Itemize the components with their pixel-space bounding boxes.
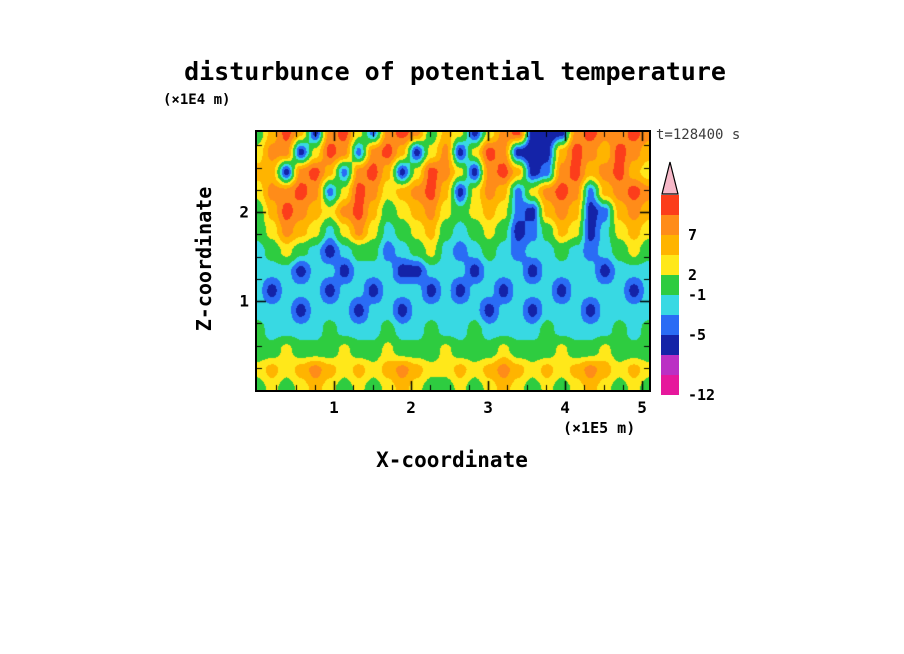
x-axis-unit-label: (×1E5 m) bbox=[563, 419, 636, 437]
colorbar-segment bbox=[661, 335, 679, 355]
colorbar-segment bbox=[661, 375, 679, 395]
y-axis-unit-label: (×1E4 m) bbox=[163, 92, 231, 108]
colorbar-segment bbox=[661, 255, 679, 275]
colorbar-segment bbox=[661, 235, 679, 255]
colorbar-tick-label: 2 bbox=[688, 266, 698, 284]
plot-frame: 1 2 3 4 5 1 2 bbox=[239, 130, 651, 417]
y-axis-label: Z-coordinate bbox=[192, 186, 216, 332]
x-tick-label: 2 bbox=[406, 398, 416, 417]
colorbar-arrow-icon bbox=[661, 161, 679, 195]
time-label: t=128400 s bbox=[656, 127, 741, 143]
colorbar-segment bbox=[661, 315, 679, 335]
colorbar-tick-label: 7 bbox=[688, 226, 698, 244]
x-tick-label: 5 bbox=[637, 398, 647, 417]
x-axis-label: X-coordinate bbox=[376, 448, 528, 472]
x-tick-label: 4 bbox=[560, 398, 570, 417]
colorbar-segment bbox=[661, 355, 679, 375]
y-tick-label: 2 bbox=[239, 202, 249, 222]
colorbar-segment bbox=[661, 195, 679, 215]
x-tick-label: 1 bbox=[329, 398, 339, 417]
colorbar-tick-label: -12 bbox=[688, 386, 716, 404]
colorbar-tick-label: -1 bbox=[688, 286, 707, 304]
colorbar-tick-label: -5 bbox=[688, 326, 707, 344]
y-tick-label: 1 bbox=[239, 291, 249, 311]
x-tick-label: 3 bbox=[483, 398, 493, 417]
colorbar-segment bbox=[661, 295, 679, 315]
heatmap-canvas bbox=[257, 132, 649, 390]
colorbar: 7 2 -1 -5 -12 bbox=[661, 161, 715, 404]
colorbar-segment bbox=[661, 275, 679, 295]
page-title: disturbunce of potential temperature bbox=[184, 57, 726, 86]
colorbar-segment bbox=[661, 215, 679, 235]
